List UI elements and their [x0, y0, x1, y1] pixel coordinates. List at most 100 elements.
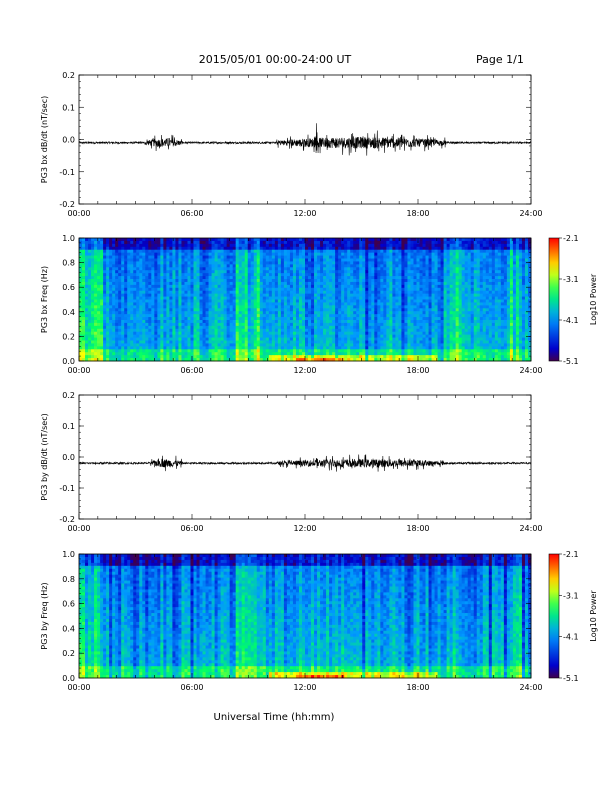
- heatmap-cell: [205, 322, 209, 327]
- heatmap-cell: [356, 264, 360, 268]
- heatmap-cell: [226, 287, 231, 292]
- heatmap-cell: [139, 317, 143, 321]
- heatmap-cell: [181, 252, 185, 256]
- heatmap-cell: [136, 284, 140, 289]
- heatmap-cell: [172, 279, 176, 283]
- heatmap-cell: [256, 290, 261, 295]
- heatmap-cell: [356, 334, 360, 338]
- heatmap-cell: [332, 273, 336, 277]
- heatmap-cell: [341, 287, 345, 292]
- heatmap-cell: [305, 358, 309, 362]
- heatmap-cell: [127, 284, 131, 289]
- heatmap-cell: [247, 328, 252, 333]
- heatmap-cell: [148, 314, 152, 318]
- heatmap-cell: [184, 325, 188, 330]
- heatmap-cell: [425, 284, 429, 289]
- heatmap-cell: [410, 264, 414, 268]
- heatmap-cell: [320, 352, 324, 356]
- heatmap-cell: [392, 320, 396, 324]
- heatmap-cell: [142, 264, 146, 268]
- heatmap-cell: [407, 287, 411, 292]
- heatmap-cell: [289, 352, 294, 356]
- heatmap-cell: [419, 355, 423, 359]
- heatmap-cell: [422, 264, 426, 268]
- heatmap-cell: [109, 246, 113, 251]
- heatmap-cell: [166, 311, 170, 315]
- heatmap-cell: [389, 299, 393, 303]
- heatmap-cell: [184, 308, 188, 312]
- heatmap-cell: [413, 290, 417, 295]
- heatmap-cell: [392, 261, 396, 265]
- heatmap-cell: [133, 261, 137, 265]
- heatmap-cell: [410, 314, 414, 318]
- heatmap-cell: [202, 293, 206, 297]
- heatmap-cell: [286, 314, 291, 318]
- heatmap-cell: [305, 255, 309, 259]
- heatmap-cell: [326, 308, 330, 312]
- heatmap-cell: [94, 308, 98, 312]
- heatmap-cell: [94, 340, 98, 344]
- heatmap-cell: [85, 343, 89, 347]
- heatmap-cell: [341, 290, 345, 295]
- heatmap-cell: [383, 249, 387, 254]
- heatmap-cell: [208, 355, 212, 359]
- heatmap-cell: [208, 320, 212, 324]
- heatmap-cell: [235, 284, 240, 289]
- heatmap-cell: [172, 352, 176, 356]
- heatmap-cell: [301, 258, 306, 262]
- heatmap-cell: [395, 337, 399, 341]
- heatmap-cell: [187, 320, 191, 324]
- heatmap-cell: [175, 281, 179, 286]
- heatmap-cell: [389, 261, 393, 265]
- heatmap-cell: [338, 317, 342, 321]
- heatmap-cell: [280, 276, 285, 280]
- heatmap-cell: [268, 249, 273, 254]
- heatmap-cell: [154, 302, 158, 306]
- heatmap-cell: [250, 261, 255, 265]
- heatmap-cell: [338, 252, 342, 256]
- heatmap-cell: [235, 279, 240, 283]
- heatmap-cell: [214, 246, 219, 251]
- heatmap-cell: [283, 258, 288, 262]
- heatmap-cell: [274, 281, 279, 286]
- heatmap-cell: [268, 267, 273, 271]
- heatmap-cell: [232, 240, 237, 245]
- heatmap-cell: [353, 317, 357, 321]
- heatmap-cell: [283, 305, 288, 309]
- heatmap-cell: [383, 296, 387, 300]
- heatmap-cell: [353, 305, 357, 309]
- heatmap-cell: [338, 308, 342, 312]
- heatmap-cell: [106, 328, 110, 333]
- heatmap-cell: [383, 279, 387, 283]
- heatmap-cell: [205, 240, 209, 245]
- heatmap-cell: [79, 355, 83, 359]
- heatmap-cell: [338, 264, 342, 268]
- heatmap-cell: [292, 290, 297, 295]
- heatmap-cell: [223, 261, 228, 265]
- heatmap-cell: [253, 305, 258, 309]
- heatmap-cell: [301, 343, 306, 347]
- heatmap-cell: [121, 322, 125, 327]
- heatmap-cell: [335, 352, 339, 356]
- heatmap-cell: [112, 252, 116, 256]
- heatmap-cell: [163, 302, 167, 306]
- heatmap-cell: [329, 331, 333, 336]
- heatmap-cell: [121, 281, 125, 286]
- heatmap-cell: [410, 261, 414, 265]
- heatmap-cell: [166, 249, 170, 254]
- heatmap-cell: [193, 296, 197, 300]
- heatmap-cell: [344, 355, 348, 359]
- heatmap-cell: [196, 243, 200, 248]
- heatmap-cell: [374, 249, 378, 254]
- heatmap-cell: [244, 299, 249, 303]
- heatmap-cell: [208, 267, 212, 271]
- heatmap-cell: [220, 281, 225, 286]
- heatmap-cell: [97, 337, 101, 341]
- heatmap-cell: [232, 331, 237, 336]
- heatmap-cell: [82, 255, 86, 259]
- heatmap-cell: [91, 337, 95, 341]
- heatmap-cell: [323, 273, 327, 277]
- heatmap-cell: [377, 302, 381, 306]
- heatmap-cell: [118, 340, 122, 344]
- heatmap-cell: [383, 252, 387, 256]
